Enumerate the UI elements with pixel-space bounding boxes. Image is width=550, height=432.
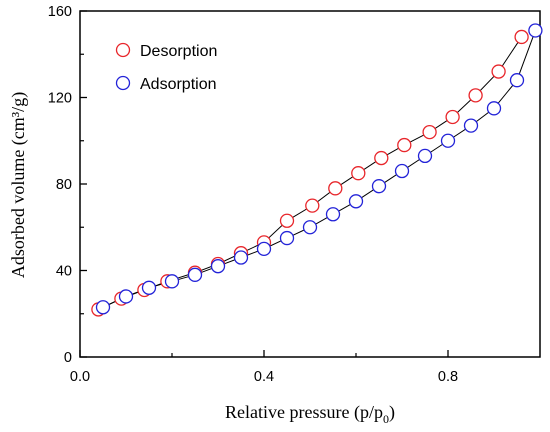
legend-marker-desorption: [115, 42, 131, 58]
axis-ticks: [79, 10, 449, 358]
desorption-point: [514, 29, 529, 45]
desorption-point: [279, 213, 295, 228]
adsorption-point: [95, 300, 111, 315]
adsorption-line: [102, 30, 536, 308]
x-axis-title: Relative pressure (p/p0): [225, 402, 395, 426]
y-tick-label: 80: [56, 177, 72, 193]
desorption-point: [328, 181, 343, 196]
adsorption-point: [233, 250, 249, 265]
y-tick-label: 160: [48, 4, 72, 20]
desorption-point: [351, 166, 366, 181]
axis-tick-labels: 0.0 0.4 0.8 0 40 80 120 160: [48, 4, 458, 385]
adsorption-point: [440, 133, 456, 148]
adsorption-point: [486, 101, 502, 116]
adsorption-point: [141, 280, 157, 295]
adsorption-point: [394, 163, 410, 179]
desorption-point: [397, 137, 412, 153]
y-tick-label: 120: [48, 91, 72, 107]
adsorption-point: [210, 259, 226, 274]
adsorption-point: [528, 23, 543, 38]
x-tick-label: 0.4: [254, 369, 274, 385]
adsorption-point: [118, 289, 134, 304]
desorption-point: [305, 198, 320, 213]
adsorption-point: [348, 194, 364, 209]
adsorption-point: [417, 148, 433, 164]
adsorption-point: [187, 267, 203, 282]
y-axis-title: Adsorbed volume (cm³/g): [8, 92, 29, 278]
legend-label-adsorption: Adsorption: [140, 76, 217, 93]
legend-marker-adsorption: [115, 75, 131, 91]
adsorption-point: [463, 118, 479, 133]
desorption-point: [468, 88, 483, 103]
legend: Desorption Adsorption: [115, 42, 217, 93]
adsorption-point: [279, 230, 295, 246]
adsorption-point: [325, 207, 341, 222]
adsorption-point: [164, 274, 180, 289]
desorption-point: [374, 150, 389, 166]
desorption-point: [445, 109, 460, 125]
adsorption-point: [302, 220, 318, 235]
adsorption-point: [371, 179, 387, 194]
series-lines: [98, 30, 536, 310]
series-points: [91, 23, 543, 317]
plot-frame: [79, 10, 541, 358]
x-tick-label: 0.0: [70, 369, 90, 385]
y-tick-label: 40: [56, 264, 72, 280]
adsorption-point: [256, 241, 272, 257]
x-tick-label: 0.8: [438, 369, 458, 385]
adsorption-point: [509, 73, 525, 88]
desorption-point: [491, 64, 506, 79]
desorption-point: [422, 124, 437, 140]
legend-label-desorption: Desorption: [140, 43, 217, 60]
y-tick-label: 0: [64, 350, 72, 366]
